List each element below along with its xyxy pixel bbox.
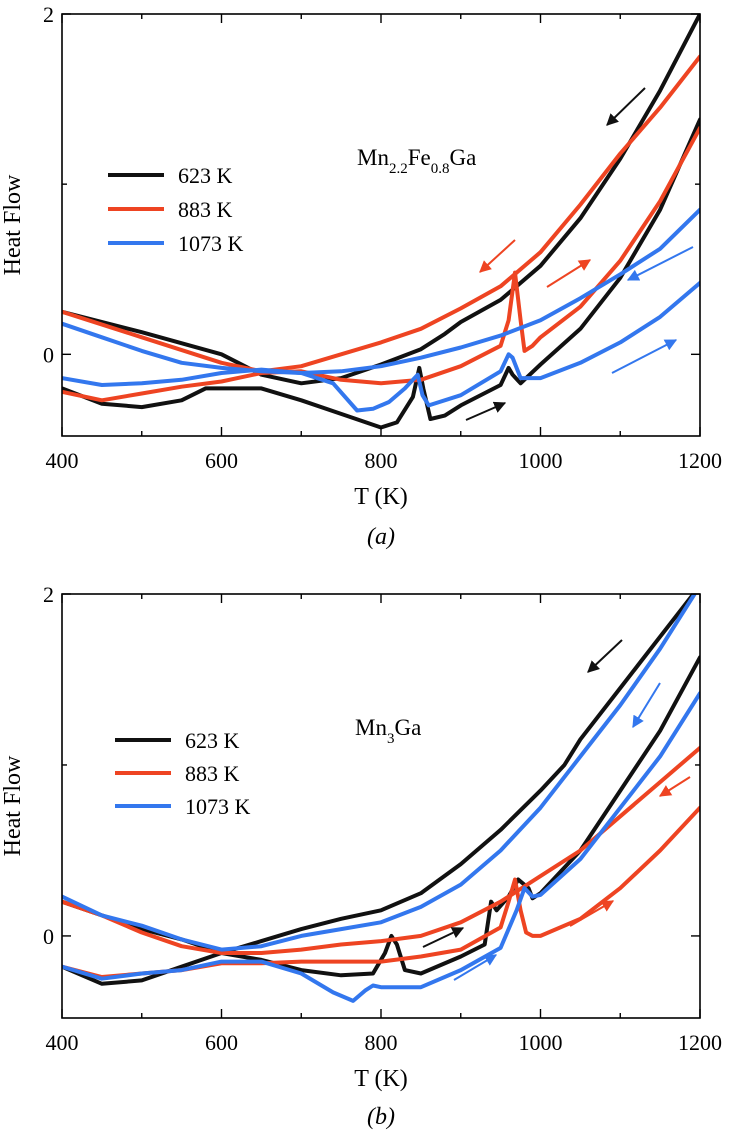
- series-line-623k-cooling: [62, 14, 700, 386]
- series-line-883k-heating: [62, 126, 700, 403]
- x-axis-label: T (K): [354, 1066, 408, 1092]
- legend-label: 623 K: [178, 163, 233, 188]
- legend-label: 623 K: [185, 728, 240, 753]
- subscript: 3: [387, 731, 395, 747]
- series-group: [62, 14, 700, 430]
- series-line-883k-cooling: [62, 54, 700, 374]
- subscript: 0.8: [431, 161, 450, 177]
- series-line-883k-heating: [62, 805, 700, 979]
- formula-part: Ga: [394, 715, 421, 740]
- series-group: [62, 594, 700, 1003]
- legend: 623 K 883 K 1073 K: [115, 728, 251, 819]
- y-axis-label: Heat Flow: [0, 174, 26, 275]
- panel-b: 400 600 800 1000 1200 0 2 T (K) Heat Flow 623 K 88…: [0, 582, 722, 1130]
- formula-part: Mn: [355, 715, 387, 740]
- formula-part: Mn: [357, 145, 389, 170]
- y-tick-label: 0: [43, 342, 54, 367]
- series-line-623k-heating: [62, 655, 700, 978]
- x-tick-label: 400: [46, 448, 79, 473]
- panel-caption: (b): [367, 1104, 395, 1130]
- direction-arrow: [587, 639, 623, 673]
- legend: 623 K 883 K 1073 K: [108, 163, 244, 256]
- formula-part: Fe: [408, 145, 431, 170]
- x-tick-label: 1200: [678, 448, 722, 473]
- x-tick-label: 600: [205, 448, 238, 473]
- panel-a: 400 600 800 1000 1200 0 2 T (K) Heat Flow 623 K 88…: [0, 2, 722, 550]
- composition-label: Mn3Ga: [355, 715, 421, 747]
- series-line-1073k-heating: [62, 280, 700, 413]
- direction-arrow: [632, 682, 661, 729]
- legend-label: 1073 K: [178, 231, 244, 256]
- direction-arrow: [422, 927, 465, 948]
- direction-arrow: [453, 954, 498, 981]
- direction-arrow: [465, 401, 507, 421]
- series-line-1073k-cooling: [62, 594, 697, 952]
- x-tick-label: 400: [46, 1030, 79, 1055]
- series-line-1073k-heating: [62, 691, 700, 1003]
- direction-arrow: [479, 239, 516, 273]
- panel-caption: (a): [367, 524, 395, 550]
- legend-label: 883 K: [185, 761, 240, 786]
- composition-label: Mn2.2Fe0.8Ga: [357, 145, 476, 177]
- direction-arrow: [569, 900, 615, 927]
- y-axis-label: Heat Flow: [0, 755, 26, 856]
- formula-part: Ga: [449, 145, 476, 170]
- x-tick-label: 1000: [519, 448, 563, 473]
- x-tick-label: 800: [365, 1030, 398, 1055]
- x-tick-label: 1000: [519, 1030, 563, 1055]
- x-tick-label: 600: [205, 1030, 238, 1055]
- x-axis-label: T (K): [354, 484, 408, 510]
- subscript: 2.2: [389, 161, 408, 177]
- y-tick-label: 2: [43, 582, 54, 607]
- direction-arrow: [626, 246, 694, 281]
- direction-arrow: [546, 259, 592, 288]
- direction-arrow: [611, 339, 678, 374]
- plot-frame: [61, 13, 701, 437]
- y-tick-label: 0: [43, 924, 54, 949]
- legend-label: 883 K: [178, 197, 233, 222]
- y-tick-label: 2: [43, 2, 54, 27]
- series-line-1073k-cooling: [62, 207, 700, 375]
- x-tick-label: 1200: [678, 1030, 722, 1055]
- x-tick-label: 800: [365, 448, 398, 473]
- direction-arrow: [606, 87, 646, 126]
- direction-arrow: [658, 776, 691, 797]
- legend-label: 1073 K: [185, 794, 251, 819]
